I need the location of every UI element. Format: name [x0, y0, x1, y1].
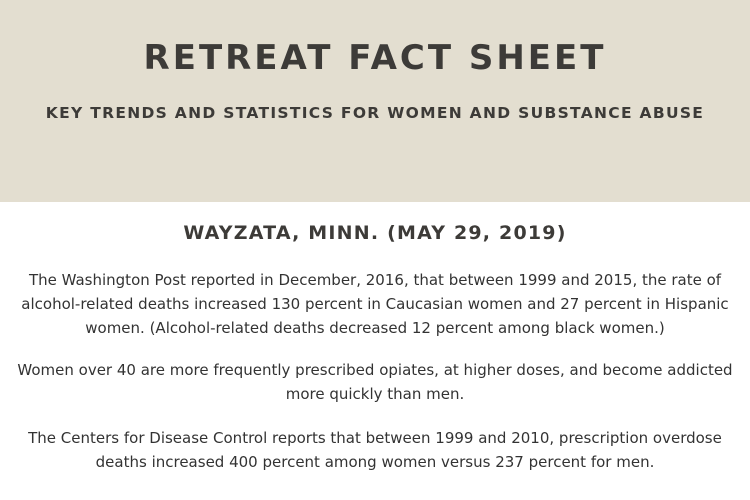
paragraph-opiates: Women over 40 are more frequently prescr… [17, 361, 733, 403]
page-title: RETREAT FACT SHEET [143, 38, 607, 78]
page-subtitle: KEY TRENDS AND STATISTICS FOR WOMEN AND … [45, 104, 705, 122]
header-banner: RETREAT FACT SHEET KEY TRENDS AND STATIS… [0, 0, 750, 202]
dateline: WAYZATA, MINN. (MAY 29, 2019) [183, 222, 567, 244]
paragraph-alcohol-deaths: The Washington Post reported in December… [21, 271, 729, 337]
paragraph-overdose-deaths: The Centers for Disease Control reports … [28, 429, 722, 471]
